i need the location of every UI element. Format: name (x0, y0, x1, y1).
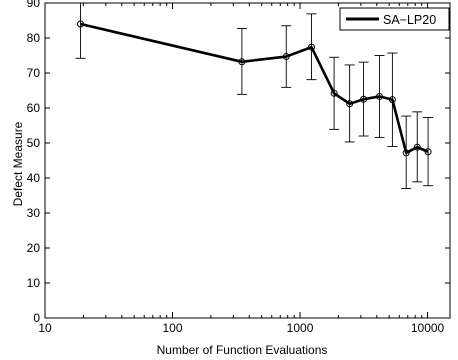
y-tick-label: 50 (27, 136, 41, 150)
y-tick-label: 40 (27, 171, 41, 185)
y-tick-label: 0 (33, 311, 40, 325)
y-tick-label: 80 (27, 31, 41, 45)
x-tick-label: 100 (162, 321, 182, 335)
x-axis-label: Number of Function Evaluations (157, 343, 328, 357)
data-point (282, 53, 290, 61)
y-tick-label: 60 (27, 101, 41, 115)
legend-label: SA−LP20 (383, 13, 436, 27)
data-point (376, 92, 384, 100)
x-tick-label: 1000 (287, 321, 314, 335)
legend: SA−LP20 (339, 7, 450, 31)
y-axis-label: Defect Measure (11, 121, 25, 206)
y-tick-label: 90 (27, 0, 41, 10)
data-point (238, 58, 246, 66)
data-point (346, 100, 354, 108)
data-point (330, 89, 338, 97)
data-point (402, 149, 410, 157)
data-point (413, 143, 421, 151)
series-line (80, 22, 429, 155)
x-tick-label: 10000 (411, 321, 445, 335)
y-tick-label: 70 (27, 66, 41, 80)
data-point (307, 43, 315, 51)
data-point (360, 95, 368, 103)
legend-box (339, 7, 450, 31)
y-tick-label: 30 (27, 206, 41, 220)
data-point (388, 96, 396, 104)
x-tick-label: 10 (38, 321, 52, 335)
axes-frame (44, 2, 451, 319)
y-tick-label: 10 (27, 276, 41, 290)
y-tick-label: 20 (27, 241, 41, 255)
data-point (77, 20, 85, 28)
data-point (424, 148, 432, 156)
